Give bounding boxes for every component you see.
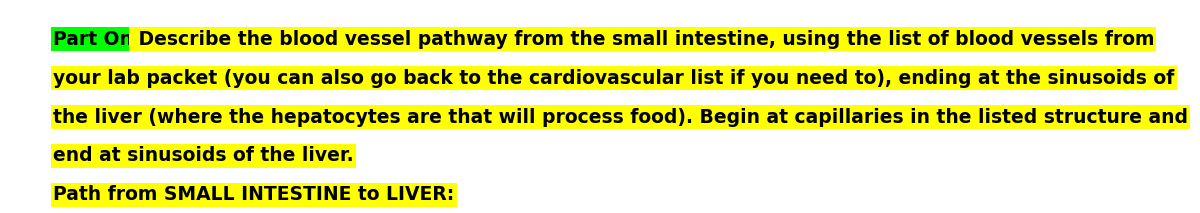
Text: Describe the blood vessel pathway from the small intestine, using the list of bl: Describe the blood vessel pathway from t… xyxy=(132,30,1154,49)
Text: end at sinusoids of the liver.: end at sinusoids of the liver. xyxy=(53,146,354,166)
Text: Part One:: Part One: xyxy=(53,30,154,49)
Text: the liver (where the hepatocytes are that will process food). Begin at capillari: the liver (where the hepatocytes are tha… xyxy=(53,108,1188,127)
Text: your lab packet (you can also go back to the cardiovascular list if you need to): your lab packet (you can also go back to… xyxy=(53,69,1175,88)
Text: Path from SMALL INTESTINE to LIVER:: Path from SMALL INTESTINE to LIVER: xyxy=(53,185,455,204)
